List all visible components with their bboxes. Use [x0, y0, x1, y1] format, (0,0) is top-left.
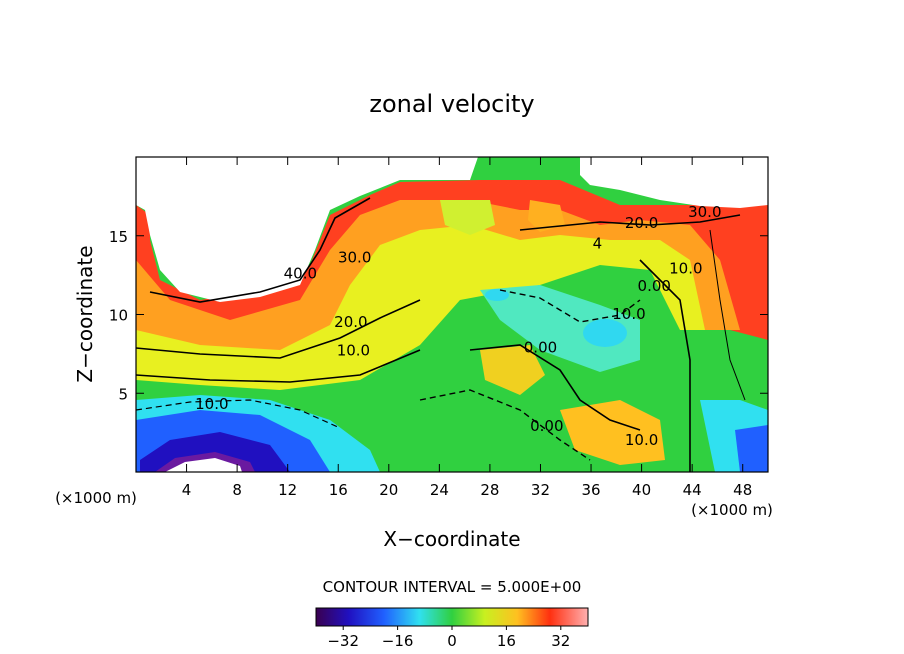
contour-line: [136, 399, 341, 429]
contour-label: 0.00: [638, 277, 671, 295]
y-axis: 5 10 15: [109, 228, 768, 403]
x-tick-label: 48: [733, 481, 752, 499]
contour-interval-text: CONTOUR INTERVAL = 5.000E+00: [323, 578, 582, 596]
heatmap-region-cyan-core: [583, 319, 627, 347]
x-tick-label: 40: [632, 481, 651, 499]
contour-label: 30.0: [688, 203, 721, 221]
x-axis-title: X−coordinate: [383, 527, 520, 551]
x-tick-label: 28: [480, 481, 499, 499]
contour-line: [709, 229, 746, 401]
contour-label: 30.0: [338, 249, 371, 267]
contour-label: 10.0: [612, 305, 645, 323]
x-tick-label: 44: [683, 481, 702, 499]
x-tick-label: 32: [531, 481, 550, 499]
chart-title: zonal velocity: [369, 90, 534, 118]
contour-label-layer: 40.0 30.0 30.0 20.0 20.0 10.0 10.0 10.0 10.0 10.0…: [195, 203, 721, 449]
heatmap-region-cyan-small: [485, 289, 509, 301]
contour-label: 40.0: [284, 264, 317, 282]
heatmap-region-blue-right: [735, 425, 768, 472]
x-axis: 4 8 12 16 20 24 28 32 36 40 44 48: [182, 157, 752, 499]
heatmap-region-warm-bottom: [560, 400, 665, 465]
colorbar-ticks: −32 −16 0 16 32: [327, 626, 570, 650]
contour-lines: [136, 197, 746, 472]
x-tick-label: 20: [379, 481, 398, 499]
contour-label: 10.0: [625, 431, 658, 449]
contour-label: 10.0: [195, 395, 228, 413]
contour-line: [419, 389, 591, 461]
colorbar-tick-label: 32: [551, 632, 570, 650]
heatmap-region-orange-top: [528, 200, 565, 232]
heatmap-void-left: [136, 157, 478, 302]
contour-label: 10.0: [669, 260, 702, 278]
colorbar-tick-label: 0: [447, 632, 457, 650]
contour-line: [149, 197, 371, 303]
contour-label: 4: [593, 234, 603, 252]
contour-line: [136, 299, 421, 359]
heatmap-region-warm-middle: [480, 345, 545, 395]
contour-label: 10.0: [337, 341, 370, 359]
x-tick-label: 36: [581, 481, 600, 499]
heatmap-void-right: [580, 157, 768, 208]
contour-line: [469, 344, 641, 431]
heatmap-region-cyan-center: [480, 285, 640, 372]
contour-line: [136, 349, 421, 383]
x-tick-label: 24: [430, 481, 449, 499]
colorbar-tick-label: −16: [382, 632, 414, 650]
x-tick-label: 16: [329, 481, 348, 499]
y-tick-label: 15: [109, 228, 128, 246]
colorbar-tick-label: 16: [497, 632, 516, 650]
colorbar-tick-label: −32: [327, 632, 359, 650]
contour-label: 20.0: [334, 313, 367, 331]
x-unit-right-label: (×1000 m): [691, 501, 773, 519]
colorbar: [315, 607, 589, 627]
contour-line: [639, 259, 691, 472]
heatmap-region-yellowgreen-top: [440, 200, 495, 235]
contour-label: 0.00: [530, 417, 563, 435]
x-tick-label: 12: [278, 481, 297, 499]
heatmap-void-bottom: [165, 458, 242, 472]
x-tick-label: 8: [232, 481, 242, 499]
contour-label: 20.0: [625, 214, 658, 232]
contour-label: 0.00: [524, 338, 557, 356]
y-tick-label: 10: [109, 307, 128, 325]
x-tick-label: 4: [182, 481, 192, 499]
y-axis-title: Z−coordinate: [73, 245, 97, 382]
heatmap-region-yellow: [136, 225, 705, 390]
contour-line: [519, 214, 741, 231]
heatmap-field: [136, 157, 768, 472]
y-tick-label: 5: [118, 385, 128, 403]
x-unit-left-label: (×1000 m): [55, 489, 137, 507]
